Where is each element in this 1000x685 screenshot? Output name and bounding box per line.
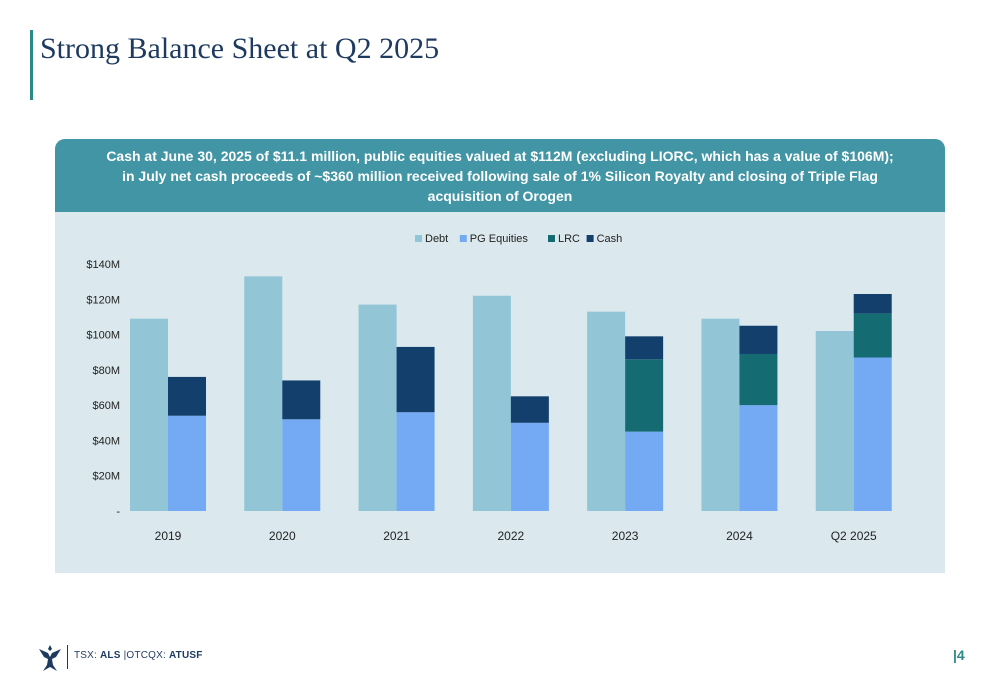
bar-pg-equities [510, 422, 549, 511]
page-number: |4 [953, 647, 965, 663]
slide-title: Strong Balance Sheet at Q2 2025 [40, 32, 440, 65]
y-tick-label: $20M [92, 471, 120, 483]
bar-pg-equities [168, 415, 206, 511]
bar-lrc [853, 313, 892, 358]
bar-lrc [739, 353, 778, 406]
bar-cash [282, 380, 321, 420]
x-tick-label: 2020 [269, 529, 296, 543]
legend-swatch [548, 235, 555, 242]
footer-ticker: TSX: ALS |OTCQX: ATUSF [74, 650, 203, 661]
bar-debt [244, 276, 283, 511]
y-tick-label: $120M [86, 294, 120, 306]
footer-divider [67, 645, 68, 669]
bar-cash [853, 293, 892, 314]
bar-cash [625, 336, 664, 360]
legend-label: PG Equities [470, 233, 529, 245]
bar-pg-equities [282, 419, 321, 511]
legend-label: LRC [558, 233, 580, 245]
legend-swatch [415, 235, 422, 242]
tsx-label: TSX: [74, 650, 98, 661]
y-tick-label: $40M [92, 435, 120, 447]
tsx-symbol: ALS [100, 650, 121, 661]
bar-debt [358, 304, 397, 511]
bar-pg-equities [625, 431, 664, 511]
bar-cash [168, 376, 206, 416]
x-tick-label: Q2 2025 [831, 529, 877, 543]
y-tick-label: $80M [92, 365, 120, 377]
y-tick-label: $60M [92, 400, 120, 412]
y-tick-label: $100M [86, 330, 120, 342]
x-tick-label: 2019 [155, 529, 182, 543]
balance-sheet-chart: - $20M $40M $60M $80M $100M $120M $140M 2019 2020… [86, 233, 892, 543]
legend-swatch [459, 235, 467, 242]
x-tick-label: 2023 [612, 529, 639, 543]
bar-cash [396, 346, 435, 413]
bar-debt [472, 295, 511, 511]
bar-debt [701, 318, 740, 511]
bar-cash [739, 325, 778, 354]
bar-debt [587, 311, 626, 511]
eagle-logo-icon [39, 645, 61, 671]
bar-pg-equities [396, 412, 435, 511]
x-tick-label: 2021 [383, 529, 410, 543]
bar-pg-equities [853, 357, 892, 511]
bar-pg-equities [739, 405, 778, 511]
x-tick-label: 2024 [726, 529, 753, 543]
chart-panel: Cash at June 30, 2025 of $11.1 million, … [55, 139, 945, 573]
bar-debt [130, 318, 168, 511]
panel-header-text: Cash at June 30, 2025 of $11.1 million, … [106, 147, 894, 204]
y-tick-label: - [116, 506, 120, 518]
otc-symbol: ATUSF [168, 650, 203, 661]
legend-label: Cash [597, 233, 623, 245]
bar-cash [510, 396, 549, 423]
ticker-separator: | [123, 650, 127, 661]
x-tick-label: 2022 [498, 529, 525, 543]
legend-label: Debt [425, 233, 448, 245]
title-accent-bar [30, 30, 33, 100]
bar-lrc [625, 359, 664, 432]
y-tick-label: $140M [86, 259, 120, 271]
bar-debt [815, 331, 854, 511]
panel-header: Cash at June 30, 2025 of $11.1 million, … [55, 139, 945, 212]
legend-swatch [586, 235, 594, 242]
otc-label: OTCQX: [126, 650, 166, 661]
